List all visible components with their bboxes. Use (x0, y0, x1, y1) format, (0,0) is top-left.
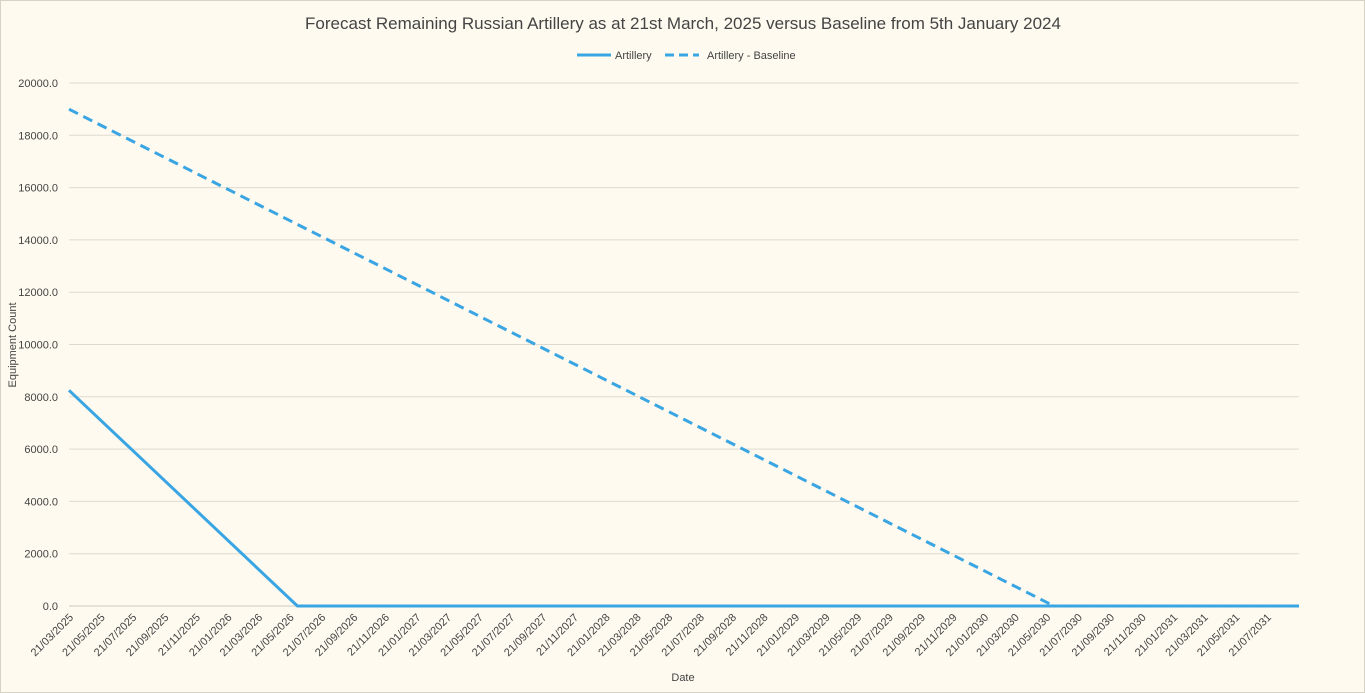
y-tick-label: 14000.0 (18, 235, 58, 247)
x-axis-ticks: 21/03/202521/05/202521/07/202521/09/2025… (29, 612, 1274, 659)
y-axis-ticks: 0.0 2000.0 4000.0 6000.0 8000.0 10000.0 12000.… (18, 78, 58, 613)
y-axis-label: Equipment Count (7, 303, 19, 388)
y-tick-label: 20000.0 (18, 78, 58, 90)
y-tick-label: 0.0 (43, 601, 58, 613)
y-tick-label: 6000.0 (24, 444, 58, 456)
legend-label: Artillery (615, 50, 652, 62)
gridlines (69, 82, 1299, 607)
series-line (68, 107, 1299, 608)
series-line (67, 389, 1299, 608)
legend: Artillery Artillery - Baseline (577, 50, 796, 62)
y-tick-label: 8000.0 (24, 392, 58, 404)
legend-label: Artillery - Baseline (707, 50, 796, 62)
x-axis-label: Date (671, 672, 694, 684)
y-tick-label: 18000.0 (18, 130, 58, 142)
y-tick-label: 12000.0 (18, 287, 58, 299)
series-layer (67, 107, 1299, 608)
y-tick-label: 10000.0 (18, 340, 58, 352)
chart-title: Forecast Remaining Russian Artillery as … (305, 14, 1061, 33)
y-tick-label: 2000.0 (24, 549, 58, 561)
y-tick-label: 4000.0 (24, 496, 58, 508)
y-tick-label: 16000.0 (18, 183, 58, 195)
